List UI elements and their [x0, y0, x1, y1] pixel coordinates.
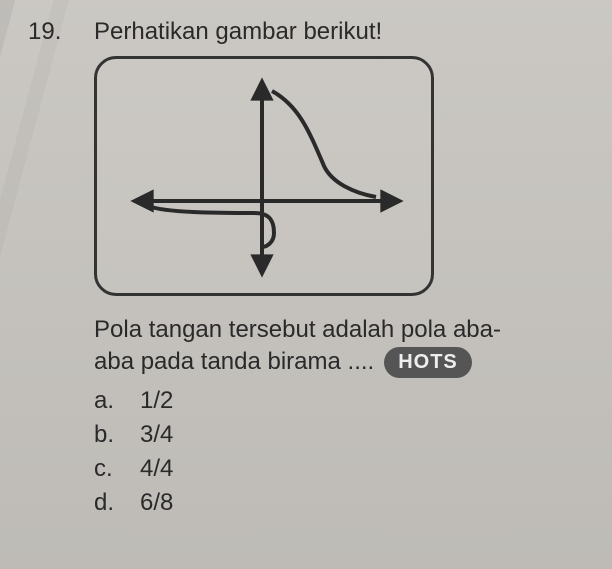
question-body: Pola tangan tersebut adalah pola aba- ab… [94, 314, 584, 379]
conducting-pattern-diagram [114, 71, 414, 281]
question-body-line2: aba pada tanda birama .... [94, 346, 374, 378]
option-letter: d. [94, 489, 122, 517]
option-d: d. 6/8 [94, 489, 584, 517]
option-letter: a. [94, 387, 122, 415]
answer-options: a. 1/2 b. 3/4 c. 4/4 d. 6/8 [94, 387, 584, 517]
option-text: 4/4 [140, 455, 173, 483]
option-text: 1/2 [140, 387, 173, 415]
option-text: 3/4 [140, 421, 173, 449]
figure-box [94, 56, 434, 296]
hots-badge: HOTS [384, 347, 472, 378]
option-letter: c. [94, 455, 122, 483]
option-text: 6/8 [140, 489, 173, 517]
question-prompt: Perhatikan gambar berikut! [94, 18, 584, 46]
question-number: 19. [28, 18, 70, 46]
option-b: b. 3/4 [94, 421, 584, 449]
option-c: c. 4/4 [94, 455, 584, 483]
question-header: 19. Perhatikan gambar berikut! [28, 18, 584, 46]
question-body-line1: Pola tangan tersebut adalah pola aba- [94, 314, 584, 346]
option-a: a. 1/2 [94, 387, 584, 415]
option-letter: b. [94, 421, 122, 449]
